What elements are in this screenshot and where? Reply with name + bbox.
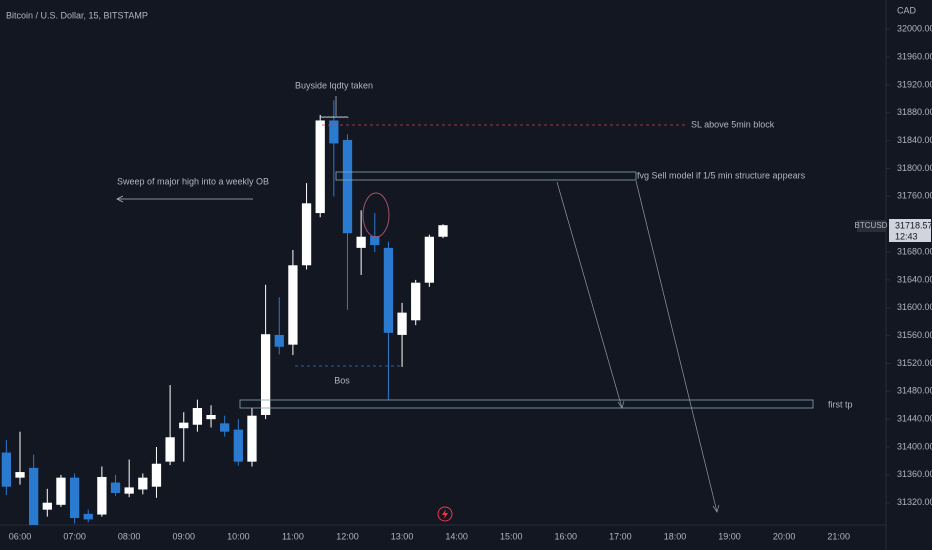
arrow-head: [617, 400, 625, 409]
x-tick-label: 07:00: [63, 531, 86, 541]
candle-body: [438, 225, 448, 237]
candle-body: [1, 452, 12, 487]
drawings: Buyside lqdty taken SL above 5min block …: [116, 80, 853, 522]
y-tick-label: 31600.00: [897, 302, 932, 312]
candle-body: [247, 415, 257, 462]
fvg-box: [335, 171, 637, 181]
y-tick-label: 31920.00: [897, 79, 932, 89]
x-tick-label: 09:00: [172, 531, 195, 541]
last-price: 31718.57: [895, 220, 932, 230]
candle-body: [288, 265, 298, 345]
chart-title: Bitcoin / U.S. Dollar, 15, BITSTAMP: [6, 10, 148, 20]
x-tick-label: 12:00: [336, 531, 359, 541]
candle-body: [260, 334, 271, 415]
x-tick-label: 16:00: [555, 531, 578, 541]
x-tick-label: 14:00: [445, 531, 468, 541]
candle-body: [329, 120, 339, 144]
candle-body: [424, 236, 434, 283]
x-tick-label: 13:00: [391, 531, 414, 541]
symbol: BTCUSD: [855, 221, 888, 230]
circle: [362, 192, 390, 238]
x-tick-label: 10:00: [227, 531, 250, 541]
y-tick-label: 31440.00: [897, 414, 932, 424]
candle-body: [301, 203, 312, 266]
candle-body: [370, 236, 380, 246]
candle-body: [124, 487, 134, 494]
annotation: Sweep of major high into a weekly OB: [117, 176, 269, 186]
x-tick-label: 21:00: [827, 531, 850, 541]
y-tick-label: 31560.00: [897, 330, 932, 340]
candle-body: [69, 477, 80, 519]
y-tick-label: 31880.00: [897, 107, 932, 117]
y-tick-label: 32000.00: [897, 24, 932, 34]
arrow: [556, 181, 623, 409]
candle-body: [233, 429, 243, 462]
candle-body: [383, 247, 394, 333]
candle-body: [29, 467, 39, 525]
currency: CAD: [897, 5, 917, 15]
annotation: fvg Sell model if 1/5 min structure appe…: [637, 170, 806, 180]
price-tag: [889, 219, 931, 242]
annotation: first tp: [828, 399, 853, 409]
y-tick-label: 31360.00: [897, 469, 932, 479]
y-tick-label: 31400.00: [897, 441, 932, 451]
candle-body: [15, 472, 25, 478]
arrow-head: [712, 504, 720, 513]
candle-body: [138, 477, 148, 490]
candle-body: [97, 476, 107, 515]
x-tick-label: 08:00: [118, 531, 141, 541]
event-icon[interactable]: [437, 506, 453, 522]
arrow: [635, 180, 718, 513]
x-tick-label: 20:00: [773, 531, 796, 541]
candle-body: [356, 236, 366, 248]
y-tick-label: 31320.00: [897, 497, 932, 507]
y-tick-label: 31640.00: [897, 274, 932, 284]
y-tick-label: 31840.00: [897, 135, 932, 145]
tp-box: [239, 399, 814, 409]
candle-body: [179, 422, 189, 429]
arrow-head: [116, 195, 124, 203]
countdown: 12:43: [895, 231, 918, 241]
candle-body: [342, 139, 353, 234]
y-tick-label: 31520.00: [897, 358, 932, 368]
candle-body: [151, 463, 162, 487]
annotation: Bos: [334, 375, 350, 385]
candle-body: [411, 282, 421, 321]
candle-body: [315, 120, 325, 214]
annotation: Buyside lqdty taken: [295, 80, 373, 90]
candle-body: [42, 502, 52, 510]
candle-body: [206, 414, 216, 420]
candle-body: [56, 477, 66, 505]
x-tick-label: 15:00: [500, 531, 523, 541]
x-tick-label: 11:00: [282, 531, 304, 541]
event-icon-bolt: [442, 509, 448, 519]
x-tick-label: 06:00: [9, 531, 32, 541]
candle-body: [110, 482, 121, 493]
x-tick-label: 18:00: [664, 531, 687, 541]
annotation: SL above 5min block: [691, 119, 775, 129]
symbol-tag: [857, 220, 886, 232]
x-tick-label: 19:00: [718, 531, 741, 541]
candle-body: [192, 408, 203, 425]
x-tick-label: 17:00: [609, 531, 632, 541]
y-tick-label: 31680.00: [897, 246, 932, 256]
y-tick-label: 31760.00: [897, 191, 932, 201]
candle-body: [83, 513, 93, 520]
y-tick-label: 31480.00: [897, 386, 932, 396]
y-tick-label: 31800.00: [897, 163, 932, 173]
candle-body: [165, 437, 175, 462]
candle-body: [397, 312, 407, 335]
candle-body: [274, 334, 284, 347]
candle-body: [220, 423, 230, 432]
y-tick-label: 31960.00: [897, 51, 932, 61]
